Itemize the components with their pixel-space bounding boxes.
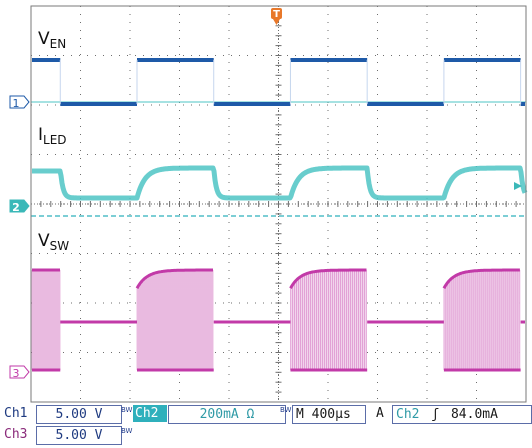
trigger-channel: Ch2: [396, 407, 420, 422]
trigger-level-marker[interactable]: [514, 182, 522, 190]
ch3-vsw-switching-lines: [31, 270, 61, 370]
ch3-vsw-burst-top: [289, 268, 367, 289]
trace-label-vsw-main: V: [38, 231, 50, 251]
ch1-label[interactable]: Ch1: [4, 406, 28, 421]
screen-frame: [30, 5, 527, 403]
trace-label-iled-main: I: [38, 125, 43, 145]
ch3-vsw-burst-top: [135, 268, 213, 289]
waveform-traces: [30, 58, 528, 372]
ch3-vsw-switching-lines: [290, 270, 367, 370]
ch3-bandwidth-limit-icon: BW: [121, 427, 133, 435]
trigger-slope-icon: ʃ: [431, 407, 440, 422]
ch2-ground-marker[interactable]: 2: [9, 199, 30, 214]
ch2-bandwidth-limit-icon: BW: [280, 406, 292, 414]
trigger-readout[interactable]: Ch2 ʃ 84.0mA: [392, 405, 532, 424]
ch1-scale[interactable]: 5.00 V: [36, 405, 122, 424]
ch3-ground-marker[interactable]: 3: [9, 365, 30, 380]
timebase[interactable]: M 400µs: [292, 405, 366, 424]
trace-label-iled-sub: LED: [43, 133, 67, 147]
ch1-bandwidth-limit-icon: BW: [121, 406, 133, 414]
trace-label-vsw-sub: SW: [50, 239, 70, 253]
trigger-marker-label: T: [273, 9, 280, 20]
ch3-vsw-switching-lines: [443, 270, 521, 370]
trigger-level: 84.0mA: [450, 407, 498, 422]
trace-label-vsw: VSW: [38, 231, 69, 253]
ch2-iled-waveform: [30, 165, 528, 201]
ch2-label[interactable]: Ch2: [133, 405, 167, 422]
trace-label-ven: VEN: [38, 29, 66, 51]
trigger-position-marker[interactable]: T: [271, 8, 282, 25]
trace-label-iled: ILED: [38, 125, 67, 147]
ch3-scale[interactable]: 5.00 V: [36, 426, 122, 445]
ch3-marker-label: 3: [13, 367, 20, 380]
ch3-vsw-switching-lines: [136, 270, 214, 370]
trace-label-ven-main: V: [38, 29, 50, 49]
ch1-marker-label: 1: [13, 97, 20, 110]
status-bar: Ch1 5.00 V BW Ch2 200mA Ω BW M 400µs A C…: [0, 404, 532, 448]
ch3-label[interactable]: Ch3: [4, 427, 28, 442]
ch3-vsw-burst-top: [442, 268, 520, 289]
ch1-ground-marker[interactable]: 1: [9, 95, 30, 110]
ch2-scale[interactable]: 200mA Ω: [168, 405, 286, 424]
graticule-grid: [30, 5, 527, 403]
ch1-ven-waveform: [32, 58, 525, 106]
trigger-mode[interactable]: A: [376, 406, 384, 421]
ch2-marker-label: 2: [12, 201, 20, 214]
trace-label-ven-sub: EN: [50, 37, 67, 51]
